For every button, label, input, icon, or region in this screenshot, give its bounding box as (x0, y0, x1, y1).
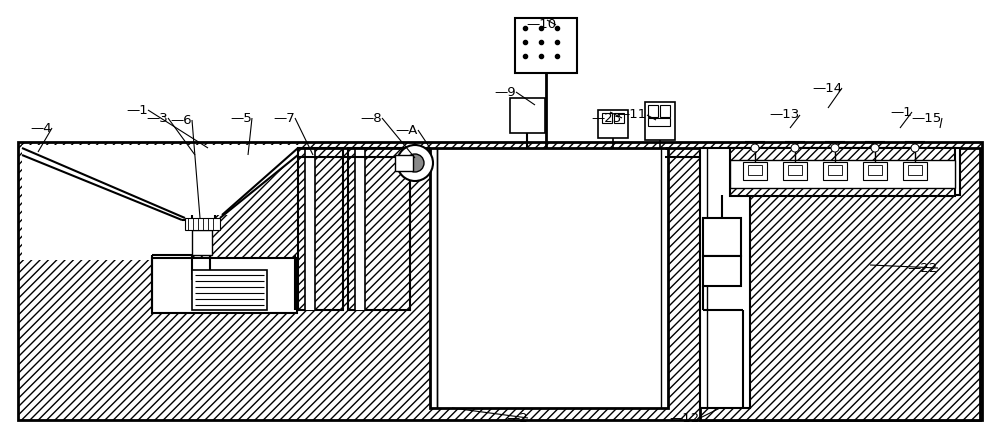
Bar (192, 270, 267, 310)
Text: —5: —5 (230, 112, 252, 124)
Bar (868, 165, 882, 175)
Text: —9: —9 (494, 86, 516, 98)
Text: —2: —2 (506, 411, 528, 425)
Bar (614, 113, 624, 123)
Text: —22: —22 (908, 262, 938, 274)
Bar (703, 218, 741, 256)
Text: —A: —A (396, 123, 418, 137)
Text: —8: —8 (360, 112, 382, 124)
Bar (648, 105, 658, 117)
Text: —12: —12 (670, 411, 700, 425)
Polygon shape (152, 260, 295, 310)
Bar (515, 18, 577, 73)
Circle shape (831, 144, 839, 152)
Bar (828, 165, 842, 175)
Text: —14: —14 (812, 82, 842, 94)
Text: —23: —23 (592, 112, 622, 124)
Bar (18, 142, 982, 420)
Text: —1: —1 (890, 105, 912, 119)
Bar (648, 118, 670, 126)
Text: —15: —15 (912, 112, 942, 124)
Bar (863, 162, 887, 180)
Bar (430, 148, 668, 408)
Circle shape (871, 144, 879, 152)
Bar (730, 160, 955, 188)
Circle shape (397, 145, 433, 181)
Text: —3: —3 (146, 112, 168, 124)
Bar (903, 162, 927, 180)
Circle shape (791, 144, 799, 152)
Bar (510, 98, 545, 133)
Bar (700, 148, 980, 420)
Bar (355, 148, 365, 310)
Bar (748, 165, 762, 175)
Text: —10: —10 (526, 19, 556, 31)
Bar (743, 162, 767, 180)
Text: —7: —7 (273, 112, 295, 124)
Bar (823, 162, 847, 180)
Bar (783, 162, 807, 180)
Bar (660, 105, 670, 117)
Text: —6: —6 (170, 113, 192, 127)
Bar (305, 148, 315, 310)
Bar (298, 148, 343, 310)
Bar (602, 113, 612, 123)
Text: —11: —11 (617, 108, 647, 122)
Circle shape (751, 144, 759, 152)
Circle shape (406, 154, 424, 172)
Bar (185, 218, 220, 230)
Bar (703, 256, 741, 286)
Bar (395, 155, 413, 171)
Polygon shape (700, 148, 960, 408)
Bar (598, 110, 628, 138)
Bar (192, 230, 212, 255)
Bar (152, 258, 297, 313)
Bar (788, 165, 802, 175)
Polygon shape (22, 145, 300, 260)
Text: —13: —13 (770, 108, 800, 122)
Bar (645, 102, 675, 140)
Bar (348, 148, 410, 310)
Circle shape (911, 144, 919, 152)
Bar (908, 165, 922, 175)
Bar (730, 148, 955, 196)
Text: —1: —1 (126, 104, 148, 116)
Text: —4: —4 (30, 122, 52, 135)
